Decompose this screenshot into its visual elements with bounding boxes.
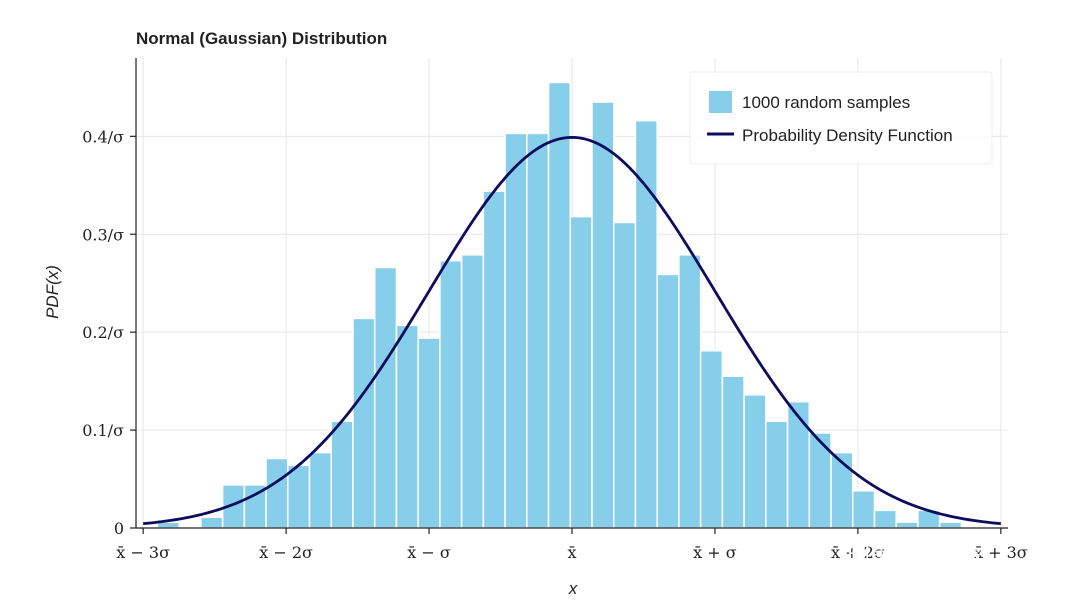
x-tick-label: x̄ + σ xyxy=(693,543,737,562)
legend-swatch-histogram xyxy=(709,91,732,113)
histogram-bar xyxy=(895,521,919,529)
histogram-bar xyxy=(482,190,506,529)
histogram-bar xyxy=(417,337,441,529)
histogram-bar xyxy=(873,509,897,529)
histogram-bar xyxy=(721,375,745,529)
x-tick-label: x̄ − 3σ xyxy=(116,543,170,562)
histogram-bar xyxy=(743,394,767,529)
histogram-bar xyxy=(395,324,419,529)
histogram-bar xyxy=(765,420,789,529)
legend: 1000 random samples Probability Density … xyxy=(689,71,993,165)
y-tick-label: 0.2/σ xyxy=(82,323,124,342)
chart-title: Normal (Gaussian) Distribution xyxy=(136,29,387,48)
legend-label-histogram: 1000 random samples xyxy=(742,93,910,112)
watermark: 知乎 @朱卫军 xyxy=(848,543,987,568)
histogram-bar xyxy=(504,132,528,529)
y-tick-label: 0.3/σ xyxy=(82,225,124,244)
pdf-curve-line xyxy=(143,135,1001,526)
y-axis-label: PDF(x) xyxy=(43,265,62,319)
histogram-bar xyxy=(852,490,876,529)
y-tick-label: 0.1/σ xyxy=(82,421,124,440)
x-tick-label: x̄ + 3σ xyxy=(974,543,1028,562)
histogram-bar xyxy=(308,451,333,529)
histogram-bar xyxy=(786,400,811,529)
y-tick-label: 0 xyxy=(114,519,124,538)
x-tick-label: x̄ − σ xyxy=(407,543,451,562)
x-axis-ticks: x̄ − 3σ x̄ − 2σ x̄ − σ x̄ x̄ + σ x̄ + 2σ x̄ + … xyxy=(116,528,1028,562)
y-axis-ticks: 0 0.1/σ 0.2/σ 0.3/σ 0.4/σ xyxy=(82,127,136,538)
histogram-bar xyxy=(938,521,963,529)
histogram-bar xyxy=(526,132,550,529)
histogram-bar xyxy=(373,266,398,529)
histogram-bars xyxy=(156,81,963,529)
histogram-bar xyxy=(265,457,289,529)
histogram-bar xyxy=(591,101,615,529)
histogram-bar xyxy=(352,317,376,529)
histogram-bar xyxy=(656,273,680,529)
legend-label-pdf: Probability Density Function xyxy=(742,126,953,145)
x-tick-label: x̄ − 2σ xyxy=(259,543,313,562)
legend-box xyxy=(689,71,993,165)
histogram-bar xyxy=(699,350,724,529)
histogram-bar xyxy=(330,420,354,529)
histogram-bar xyxy=(460,254,485,529)
histogram-bar xyxy=(547,81,572,529)
histogram-bar xyxy=(634,119,658,529)
histogram-bar xyxy=(678,254,702,529)
histogram-bar xyxy=(287,464,311,529)
histogram-bar xyxy=(200,516,224,529)
histogram-bar xyxy=(439,259,463,529)
x-axis-label: x xyxy=(568,579,578,598)
x-tick-label: x̄ xyxy=(567,543,576,562)
x-tick-label: x̄ + 2σ xyxy=(831,543,885,562)
histogram-bar xyxy=(612,221,637,529)
histogram-bar xyxy=(569,215,593,529)
y-tick-label: 0.4/σ xyxy=(82,127,124,146)
